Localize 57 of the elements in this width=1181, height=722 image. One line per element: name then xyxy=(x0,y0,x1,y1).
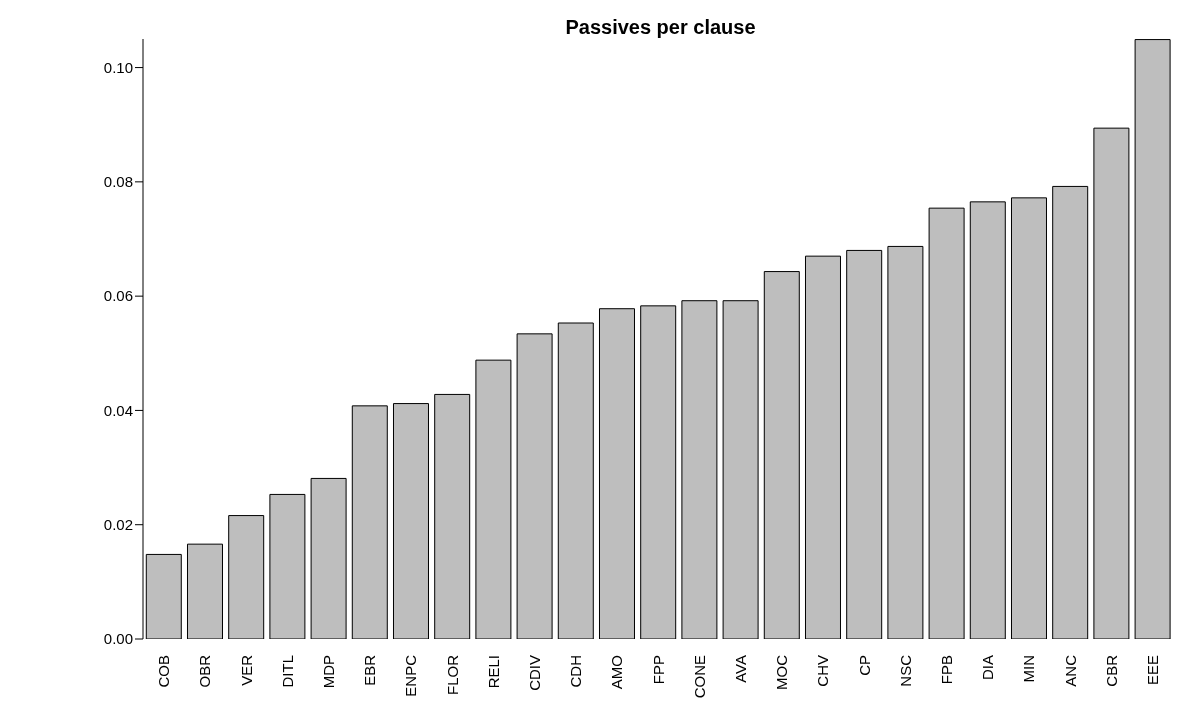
x-tick-label: CDIV xyxy=(525,655,543,691)
bar xyxy=(763,271,800,639)
bar xyxy=(475,359,512,639)
x-tick-label: MOC xyxy=(773,654,791,690)
bar xyxy=(599,308,635,639)
bar xyxy=(145,553,182,639)
bar xyxy=(722,300,759,639)
bar xyxy=(557,322,594,639)
x-tick-label: MIN xyxy=(1020,655,1038,683)
x-tick-label: EEE xyxy=(1143,655,1161,686)
y-tick-label: 0.04 xyxy=(103,401,133,419)
bar xyxy=(351,405,388,639)
bar xyxy=(434,393,471,639)
x-tick-label: DITL xyxy=(278,655,296,688)
bar xyxy=(969,201,1006,639)
x-tick-label: FLOR xyxy=(443,654,461,696)
bar xyxy=(640,305,677,639)
bar xyxy=(887,245,924,639)
bar xyxy=(1093,127,1130,639)
x-tick-label: AVA xyxy=(731,655,749,683)
bar xyxy=(393,403,429,639)
x-tick-label: DIA xyxy=(979,655,997,681)
x-tick-label: NSC xyxy=(896,654,914,687)
bar xyxy=(928,207,965,639)
y-tick-label: 0.06 xyxy=(103,287,133,305)
bar xyxy=(269,493,306,639)
x-tick-label: MDP xyxy=(319,655,337,689)
bar xyxy=(1011,197,1047,639)
chart-title: Passives per clause xyxy=(564,16,757,39)
bar xyxy=(681,300,718,639)
bar xyxy=(1052,185,1089,639)
x-tick-label: CBR xyxy=(1102,654,1120,687)
y-tick-label: 0.08 xyxy=(103,173,133,191)
bar xyxy=(1134,39,1171,639)
y-tick-label: 0.00 xyxy=(103,630,133,648)
x-tick-label: ENPC xyxy=(402,654,420,697)
x-tick-label: ANC xyxy=(1061,654,1079,687)
x-tick-label: AMO xyxy=(608,655,626,690)
bar xyxy=(516,333,553,639)
x-tick-label: FPB xyxy=(937,655,955,685)
x-tick-label: CONE xyxy=(690,655,708,699)
x-tick-label: COB xyxy=(155,655,173,688)
x-tick-label: CDH xyxy=(567,655,585,688)
bar xyxy=(805,255,841,639)
bar xyxy=(228,515,265,639)
y-tick-label: 0.02 xyxy=(103,516,133,534)
y-tick-label: 0.10 xyxy=(103,58,133,76)
x-tick-label: FPP xyxy=(649,655,667,685)
x-tick-label: EBR xyxy=(361,654,379,686)
x-tick-label: CHV xyxy=(814,655,832,687)
x-tick-label: OBR xyxy=(196,654,214,688)
x-tick-label: VER xyxy=(237,654,255,686)
bar xyxy=(310,477,347,639)
x-tick-label: RELI xyxy=(484,655,502,689)
x-tick-label: CP xyxy=(855,655,873,676)
bar xyxy=(846,249,883,639)
bar xyxy=(187,543,223,639)
